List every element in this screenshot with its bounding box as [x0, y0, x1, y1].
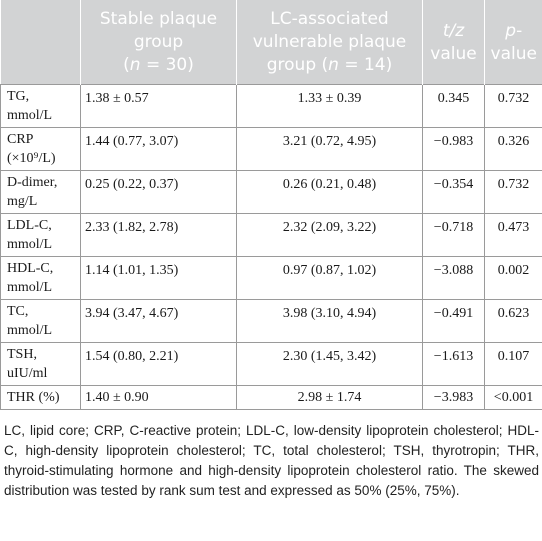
row-label: TSH, uIU/ml — [0, 342, 81, 386]
row-label: HDL-C, mmol/L — [0, 256, 81, 300]
stable-group-value: 1.44 (0.77, 3.07) — [80, 127, 237, 171]
stable-group-value: 3.94 (3.47, 4.67) — [80, 299, 237, 343]
tz-value: −0.718 — [422, 213, 485, 257]
row-label-line2: mmol/L — [7, 280, 53, 295]
tz-value: −3.983 — [422, 385, 485, 410]
tz-value: −0.354 — [422, 170, 485, 214]
row-label-line1: THR (%) — [7, 390, 60, 405]
p-value: 0.732 — [484, 170, 542, 214]
stable-group-value: 1.14 (1.01, 1.35) — [80, 256, 237, 300]
row-label-line1: LDL-C, — [7, 218, 52, 233]
p-value: 0.107 — [484, 342, 542, 386]
row-label: D-dimer, mg/L — [0, 170, 81, 214]
table-container: Stable plaque group (n = 30) LC-associat… — [0, 0, 542, 410]
row-label-line1: CRP — [7, 132, 34, 147]
row-label-line1: TG, — [7, 89, 30, 104]
p-value: 0.473 — [484, 213, 542, 257]
row-label-line2: mg/L — [7, 194, 38, 209]
row-label: CRP (×10⁹/L) — [0, 127, 81, 171]
table-row: CRP (×10⁹/L) 1.44 (0.77, 3.07) 3.21 (0.72, … — [0, 127, 542, 171]
header-tz-value: t/z value — [422, 0, 485, 85]
tz-value: −0.491 — [422, 299, 485, 343]
row-label-line1: D-dimer, — [7, 175, 58, 190]
row-label: LDL-C, mmol/L — [0, 213, 81, 257]
table-row: THR (%) 1.40 ± 0.90 2.98 ± 1.74 −3.983 <0.00… — [0, 385, 542, 410]
p-value: 0.326 — [484, 127, 542, 171]
table-row: TG, mmol/L 1.38 ± 0.57 1.33 ± 0.39 0.345 0.73… — [0, 84, 542, 128]
p-value: 0.623 — [484, 299, 542, 343]
header-p-value: p- value — [484, 0, 542, 85]
p-value: <0.001 — [484, 385, 542, 410]
table-row: TSH, uIU/ml 1.54 (0.80, 2.21) 2.30 (1.45, 3… — [0, 342, 542, 386]
header-blank — [0, 0, 81, 85]
lc-group-value: 2.98 ± 1.74 — [236, 385, 423, 410]
table-row: TC, mmol/L 3.94 (3.47, 4.67) 3.98 (3.10, 4.… — [0, 299, 542, 343]
p-value: 0.732 — [484, 84, 542, 128]
lc-group-value: 3.98 (3.10, 4.94) — [236, 299, 423, 343]
header-lc-group: LC-associated vulnerable plaque group (n… — [236, 0, 423, 85]
row-label-line1: TSH, — [7, 347, 37, 362]
lc-group-value: 2.30 (1.45, 3.42) — [236, 342, 423, 386]
row-label-line2: mmol/L — [7, 108, 53, 123]
table-row: HDL-C, mmol/L 1.14 (1.01, 1.35) 0.97 (0.87,… — [0, 256, 542, 300]
header-stable-group: Stable plaque group (n = 30) — [80, 0, 237, 85]
table-row: D-dimer, mg/L 0.25 (0.22, 0.37) 0.26 (0.21,… — [0, 170, 542, 214]
stable-group-value: 1.40 ± 0.90 — [80, 385, 237, 410]
lc-group-value: 0.97 (0.87, 1.02) — [236, 256, 423, 300]
stable-group-value: 0.25 (0.22, 0.37) — [80, 170, 237, 214]
header-row: Stable plaque group (n = 30) LC-associat… — [0, 0, 542, 85]
tz-value: −0.983 — [422, 127, 485, 171]
row-label: THR (%) — [0, 385, 81, 410]
row-label-line1: TC, — [7, 304, 29, 319]
table-footnote: LC, lipid core; CRP, C-reactive protein;… — [4, 423, 539, 498]
table-row: LDL-C, mmol/L 2.33 (1.82, 2.78) 2.32 (2.09,… — [0, 213, 542, 257]
row-label-line2: mmol/L — [7, 237, 53, 252]
lc-group-value: 0.26 (0.21, 0.48) — [236, 170, 423, 214]
p-value: 0.002 — [484, 256, 542, 300]
results-table: Stable plaque group (n = 30) LC-associat… — [0, 0, 542, 410]
stable-group-value: 1.38 ± 0.57 — [80, 84, 237, 128]
row-label: TC, mmol/L — [0, 299, 81, 343]
lc-group-value: 1.33 ± 0.39 — [236, 84, 423, 128]
tz-value: −1.613 — [422, 342, 485, 386]
stable-group-value: 1.54 (0.80, 2.21) — [80, 342, 237, 386]
row-label-line2: (×10⁹/L) — [7, 151, 56, 166]
lc-group-value: 3.21 (0.72, 4.95) — [236, 127, 423, 171]
row-label-line2: uIU/ml — [7, 366, 48, 381]
row-label-line1: HDL-C, — [7, 261, 54, 276]
stable-group-value: 2.33 (1.82, 2.78) — [80, 213, 237, 257]
tz-value: −3.088 — [422, 256, 485, 300]
row-label: TG, mmol/L — [0, 84, 81, 128]
tz-value: 0.345 — [422, 84, 485, 128]
lc-group-value: 2.32 (2.09, 3.22) — [236, 213, 423, 257]
row-label-line2: mmol/L — [7, 323, 53, 338]
